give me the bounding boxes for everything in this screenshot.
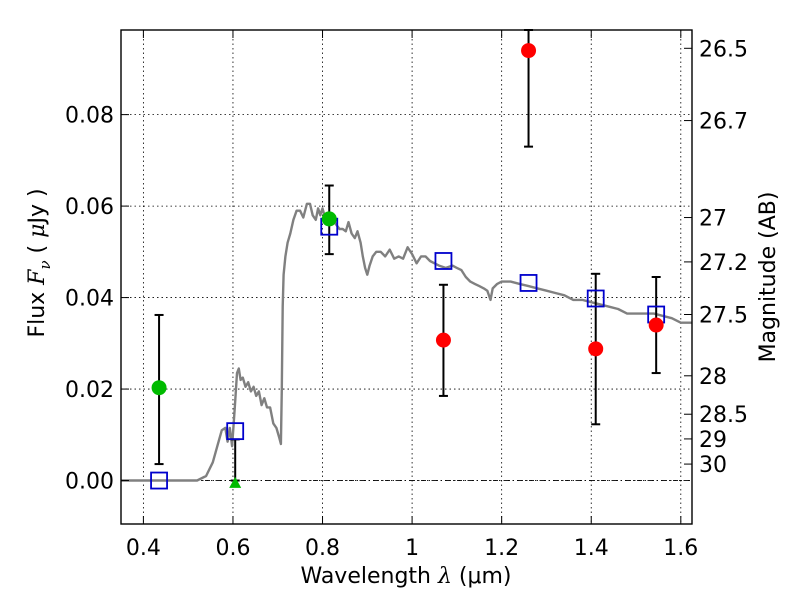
x-axis-label: Wavelength λ (μm) <box>300 564 511 589</box>
x-tick-label: 0.4 <box>126 536 161 561</box>
observed-flux-marker <box>648 317 664 333</box>
right-tick-label: 27.2 <box>699 251 748 276</box>
right-tick-label: 30 <box>699 453 727 478</box>
model-flux-marker <box>586 289 605 308</box>
right-axis-label: Magnitude (AB) <box>756 192 781 363</box>
right-tick-label: 26.5 <box>699 37 748 62</box>
model-flux-marker <box>519 274 538 292</box>
right-tick-label: 28 <box>699 365 727 390</box>
y-tick-label: 0.08 <box>65 104 114 129</box>
grid-lines <box>121 30 692 524</box>
x-tick-label: 1 <box>405 536 419 561</box>
observed-flux-marker <box>435 332 451 348</box>
model-flux-marker <box>150 471 168 490</box>
y-tick-label: 0.00 <box>65 470 114 495</box>
observed-flux-marker <box>321 211 337 227</box>
x-tick-label: 1.2 <box>484 536 519 561</box>
plot-frame <box>120 29 693 525</box>
x-tick-label: 0.6 <box>215 536 250 561</box>
observed-flux-marker <box>151 380 167 396</box>
right-tick-label: 28.5 <box>699 403 748 428</box>
y-tick-label: 0.04 <box>65 287 114 312</box>
error-bars <box>154 29 661 482</box>
observed-flux-marker <box>588 341 604 357</box>
right-tick-label: 26.7 <box>699 110 748 135</box>
tick-labels: 0.4 0.6 0.8 1 1.2 1.4 1.6 0.00 0.02 0.04 0.06 0.08 2… <box>65 37 748 561</box>
y-tick-label: 0.02 <box>65 378 114 403</box>
axis-ticks <box>121 30 692 524</box>
right-tick-label: 29 <box>699 428 727 453</box>
model-sed-curve <box>121 202 692 482</box>
right-tick-label: 27.5 <box>699 304 748 329</box>
observed-flux-marker <box>521 43 537 59</box>
data-markers <box>150 43 666 490</box>
y-axis-label: Flux Fν ( μJy ) <box>25 188 54 337</box>
x-tick-label: 0.8 <box>305 536 340 561</box>
x-tick-label: 1.4 <box>574 536 609 561</box>
upper-limit-marker <box>229 476 242 488</box>
model-flux-marker <box>434 252 453 270</box>
y-tick-label: 0.06 <box>65 195 114 220</box>
x-tick-label: 1.6 <box>663 536 698 561</box>
model-flux-marker <box>226 422 245 441</box>
right-tick-label: 27 <box>699 207 727 232</box>
